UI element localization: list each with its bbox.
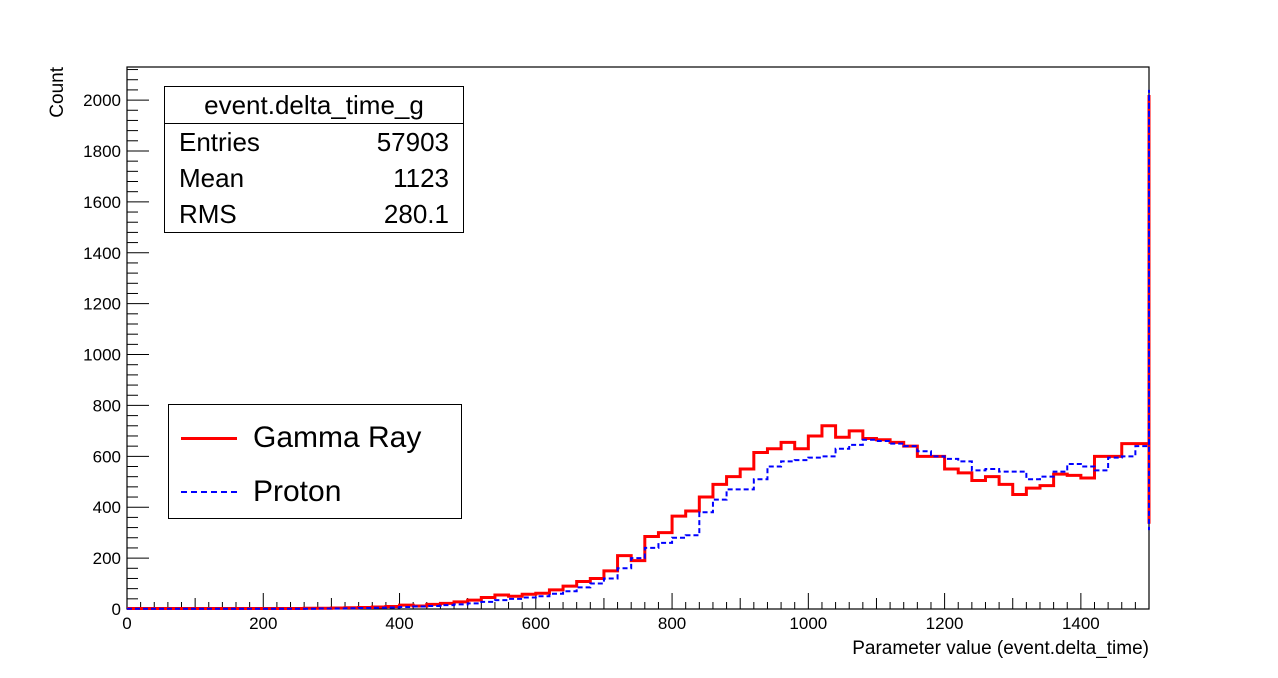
- legend-item-proton: Proton: [169, 467, 461, 517]
- stats-title: event.delta_time_g: [165, 87, 463, 124]
- y-tick-label: 400: [93, 498, 121, 517]
- x-tick-label: 1200: [926, 614, 964, 633]
- y-tick-label: 1000: [83, 346, 121, 365]
- stats-label: Mean: [179, 163, 245, 193]
- stats-row-rms: RMS 280.1: [165, 196, 463, 232]
- x-tick-label: 1400: [1062, 614, 1100, 633]
- y-tick-label: 200: [93, 549, 121, 568]
- y-tick-label: 0: [112, 600, 121, 619]
- x-tick-label: 600: [522, 614, 550, 633]
- legend-item-gamma-ray: Gamma Ray: [169, 413, 461, 463]
- y-tick-label: 1400: [83, 244, 121, 263]
- stats-value: 1123: [393, 163, 449, 193]
- stats-value: 57903: [376, 127, 449, 157]
- stats-box: event.delta_time_g Entries 57903 Mean 11…: [164, 86, 464, 233]
- y-tick-label: 800: [93, 396, 121, 415]
- legend: Gamma Ray Proton: [168, 404, 462, 519]
- stats-value: 280.1: [383, 199, 449, 229]
- stats-row-entries: Entries 57903: [165, 124, 463, 160]
- y-tick-label: 600: [93, 447, 121, 466]
- legend-swatch-solid: [181, 436, 237, 440]
- x-tick-label: 400: [385, 614, 413, 633]
- x-tick-label: 800: [658, 614, 686, 633]
- legend-label: Gamma Ray: [253, 421, 422, 454]
- stats-row-mean: Mean 1123: [165, 160, 463, 196]
- y-axis-label: Count: [47, 66, 68, 117]
- y-tick-label: 1600: [83, 193, 121, 212]
- y-tick-label: 1800: [83, 142, 121, 161]
- x-axis-label: Parameter value (event.delta_time): [852, 638, 1149, 659]
- legend-swatch-dashed: [181, 491, 237, 493]
- legend-label: Proton: [253, 475, 342, 508]
- x-tick-label: 1000: [789, 614, 827, 633]
- y-tick-label: 2000: [83, 91, 121, 110]
- x-tick-label: 0: [122, 614, 131, 633]
- stats-label: RMS: [179, 199, 237, 229]
- stats-label: Entries: [179, 127, 260, 157]
- y-tick-label: 1200: [83, 295, 121, 314]
- x-tick-label: 200: [249, 614, 277, 633]
- series-line-proton: [127, 89, 1150, 610]
